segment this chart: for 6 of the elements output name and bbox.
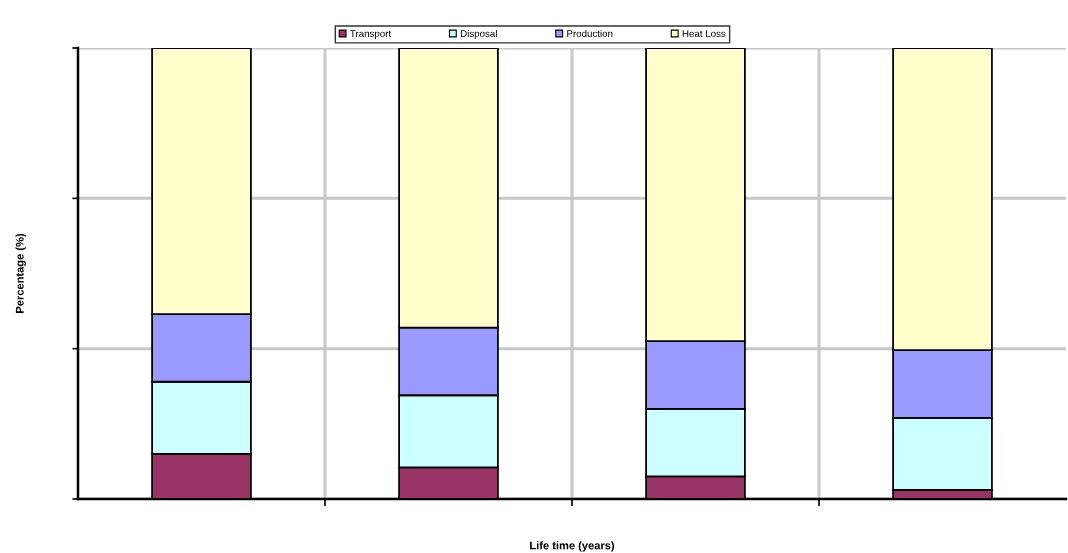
x-axis-title: Life time (years) (530, 541, 615, 552)
legend-label: Disposal (460, 29, 497, 39)
legend-label: Production (567, 29, 613, 38)
legend-label: Heat Loss (682, 30, 726, 38)
legend-label: Transport (350, 30, 392, 39)
y-axis-title: Percentage (%) (15, 233, 26, 313)
